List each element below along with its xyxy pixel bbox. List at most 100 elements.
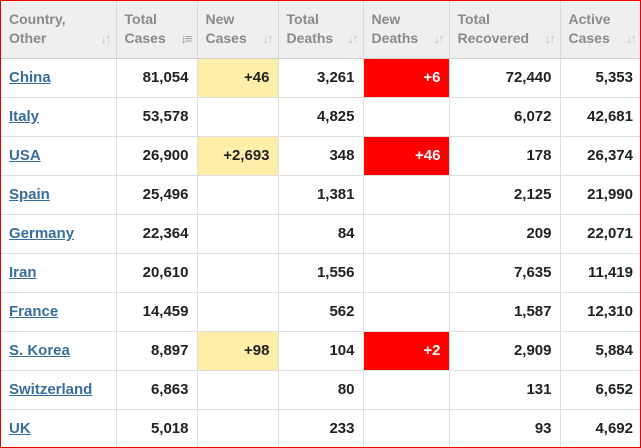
country-cell: Spain xyxy=(1,175,117,215)
total-recovered-cell: 209 xyxy=(449,214,561,254)
new-cases-cell: +98 xyxy=(197,331,279,371)
total-cases-cell: 5,018 xyxy=(116,409,198,447)
column-header-line1: Country, xyxy=(9,11,66,28)
country-cell: Iran xyxy=(1,253,117,293)
new-deaths-cell: +2 xyxy=(363,331,450,371)
new-deaths-cell xyxy=(363,214,450,254)
table-body: China 81,054 +46 3,261 +6 72,440 5,353 Italy 53,… xyxy=(1,58,640,447)
new-cases-cell: +2,693 xyxy=(197,136,279,176)
active-cases-cell: 26,374 xyxy=(560,136,640,176)
table-row: France 14,459 562 1,587 12,310 xyxy=(1,292,640,332)
new-deaths-cell xyxy=(363,97,450,137)
total-recovered-cell: 178 xyxy=(449,136,561,176)
column-header-line1: New xyxy=(371,11,401,28)
sort-desc-icon[interactable]: ↓≡ xyxy=(180,30,192,46)
country-cell: Switzerland xyxy=(1,370,117,410)
sort-updown-icon[interactable]: ↓↑ xyxy=(262,30,274,46)
country-cell: UK xyxy=(1,409,117,447)
new-deaths-cell xyxy=(363,175,450,215)
new-deaths-cell: +6 xyxy=(363,58,450,98)
column-header-total-recovered[interactable]: Total Recovered ↓↑ xyxy=(449,1,561,59)
table-row: Germany 22,364 84 209 22,071 xyxy=(1,214,640,254)
column-header-line2: Other xyxy=(9,30,47,47)
country-link[interactable]: Italy xyxy=(9,108,40,125)
country-cell: USA xyxy=(1,136,117,176)
table-row: USA 26,900 +2,693 348 +46 178 26,374 xyxy=(1,136,640,176)
total-deaths-cell: 1,556 xyxy=(278,253,364,293)
country-link[interactable]: UK xyxy=(9,420,31,437)
column-header-new-cases[interactable]: New Cases ↓↑ xyxy=(197,1,279,59)
active-cases-cell: 6,652 xyxy=(560,370,640,410)
new-deaths-cell xyxy=(363,292,450,332)
total-recovered-cell: 72,440 xyxy=(449,58,561,98)
active-cases-cell: 22,071 xyxy=(560,214,640,254)
new-cases-cell xyxy=(197,214,279,254)
sort-updown-icon[interactable]: ↓↑ xyxy=(100,30,112,46)
country-link[interactable]: China xyxy=(9,69,51,86)
total-deaths-cell: 562 xyxy=(278,292,364,332)
column-header-active-cases[interactable]: Active Cases ↓↑ xyxy=(560,1,640,59)
country-link[interactable]: Germany xyxy=(9,225,75,242)
country-link[interactable]: S. Korea xyxy=(9,342,70,359)
active-cases-cell: 12,310 xyxy=(560,292,640,332)
new-deaths-cell xyxy=(363,409,450,447)
total-recovered-cell: 6,072 xyxy=(449,97,561,137)
active-cases-cell: 21,990 xyxy=(560,175,640,215)
total-cases-cell: 22,364 xyxy=(116,214,198,254)
country-link[interactable]: France xyxy=(9,303,59,320)
table-row: Iran 20,610 1,556 7,635 11,419 xyxy=(1,253,640,293)
country-link[interactable]: Spain xyxy=(9,186,50,203)
column-header-country[interactable]: Country, Other ↓↑ xyxy=(1,1,117,59)
column-header-new-deaths[interactable]: New Deaths ↓↑ xyxy=(363,1,450,59)
new-cases-cell xyxy=(197,409,279,447)
table-row: S. Korea 8,897 +98 104 +2 2,909 5,884 xyxy=(1,331,640,371)
total-deaths-cell: 4,825 xyxy=(278,97,364,137)
column-header-total-cases[interactable]: Total Cases ↓≡ xyxy=(116,1,198,59)
table-row: UK 5,018 233 93 4,692 xyxy=(1,409,640,447)
total-recovered-cell: 131 xyxy=(449,370,561,410)
sort-updown-icon[interactable]: ↓↑ xyxy=(626,30,637,46)
table-row: China 81,054 +46 3,261 +6 72,440 5,353 xyxy=(1,58,640,98)
column-header-line1: Total xyxy=(124,11,157,28)
new-cases-cell xyxy=(197,292,279,332)
country-link[interactable]: Switzerland xyxy=(9,381,93,398)
new-cases-cell xyxy=(197,175,279,215)
column-header-line2: Cases xyxy=(205,30,247,47)
total-deaths-cell: 84 xyxy=(278,214,364,254)
column-header-line2: Deaths xyxy=(371,30,419,47)
active-cases-cell: 11,419 xyxy=(560,253,640,293)
new-cases-cell: +46 xyxy=(197,58,279,98)
active-cases-cell: 4,692 xyxy=(560,409,640,447)
country-link[interactable]: Iran xyxy=(9,264,37,281)
column-header-line2: Recovered xyxy=(457,30,530,47)
column-header-line1: Active xyxy=(568,11,611,28)
country-cell: Germany xyxy=(1,214,117,254)
country-cell: Italy xyxy=(1,97,117,137)
sort-updown-icon[interactable]: ↓↑ xyxy=(544,30,556,46)
table-row: Switzerland 6,863 80 131 6,652 xyxy=(1,370,640,410)
column-header-line2: Deaths xyxy=(286,30,334,47)
sort-updown-icon[interactable]: ↓↑ xyxy=(433,30,445,46)
column-header-line2: Cases xyxy=(124,30,166,47)
country-link[interactable]: USA xyxy=(9,147,41,164)
sort-updown-icon[interactable]: ↓↑ xyxy=(347,30,359,46)
table-row: Spain 25,496 1,381 2,125 21,990 xyxy=(1,175,640,215)
total-deaths-cell: 3,261 xyxy=(278,58,364,98)
column-header-line1: Total xyxy=(457,11,490,28)
total-recovered-cell: 2,125 xyxy=(449,175,561,215)
total-cases-cell: 14,459 xyxy=(116,292,198,332)
column-header-total-deaths[interactable]: Total Deaths ↓↑ xyxy=(278,1,364,59)
total-recovered-cell: 1,587 xyxy=(449,292,561,332)
total-cases-cell: 25,496 xyxy=(116,175,198,215)
new-deaths-cell xyxy=(363,370,450,410)
total-cases-cell: 81,054 xyxy=(116,58,198,98)
table-header: Country, Other ↓↑ Total Cases ↓≡ New Cas… xyxy=(1,1,640,59)
table-row: Italy 53,578 4,825 6,072 42,681 xyxy=(1,97,640,137)
total-deaths-cell: 1,381 xyxy=(278,175,364,215)
active-cases-cell: 5,884 xyxy=(560,331,640,371)
active-cases-cell: 5,353 xyxy=(560,58,640,98)
new-deaths-cell xyxy=(363,253,450,293)
header-row: Country, Other ↓↑ Total Cases ↓≡ New Cas… xyxy=(1,1,640,59)
